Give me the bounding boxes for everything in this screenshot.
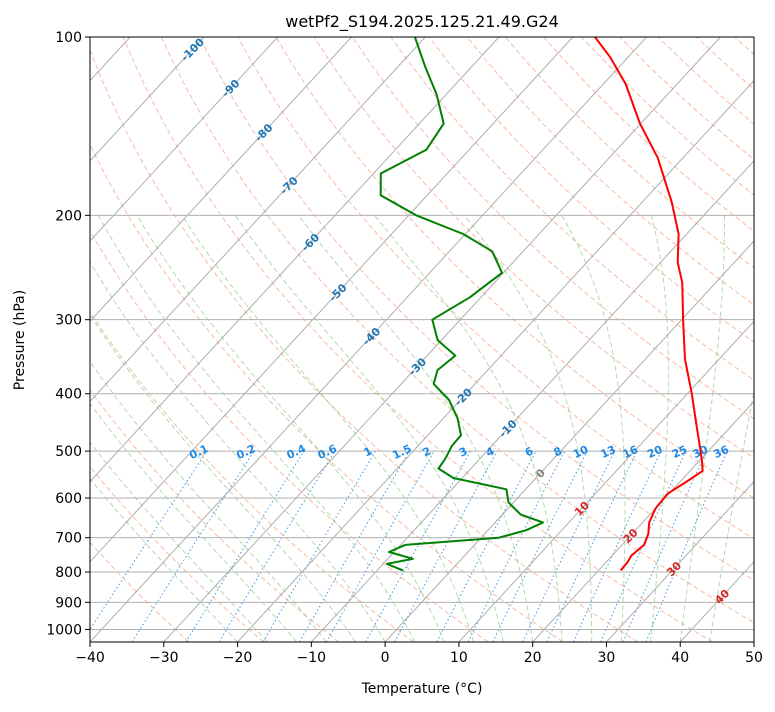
y-tick-label: 200 <box>55 208 82 224</box>
x-tick-label: 50 <box>745 650 763 666</box>
y-axis-label: Pressure (hPa) <box>12 290 28 390</box>
chart-title: wetPf2_S194.2025.125.21.49.G24 <box>285 12 559 32</box>
y-tick-label: 900 <box>55 595 82 611</box>
x-tick-label: −40 <box>75 650 105 666</box>
y-tick-label: 300 <box>55 313 82 329</box>
x-tick-label: 20 <box>524 650 542 666</box>
y-tick-label: 700 <box>55 531 82 547</box>
x-axis-label: Temperature (°C) <box>361 681 483 697</box>
y-tick-label: 600 <box>55 491 82 507</box>
y-tick-label: 100 <box>55 30 82 46</box>
y-tick-label: 800 <box>55 565 82 581</box>
x-tick-label: 10 <box>450 650 468 666</box>
y-tick-label: 1000 <box>46 622 82 638</box>
x-tick-label: −20 <box>223 650 253 666</box>
y-tick-label: 500 <box>55 444 82 460</box>
x-tick-label: 40 <box>671 650 689 666</box>
y-tick-label: 400 <box>55 387 82 403</box>
x-tick-label: 30 <box>598 650 616 666</box>
x-tick-label: −10 <box>297 650 327 666</box>
x-tick-label: −30 <box>149 650 179 666</box>
x-tick-label: 0 <box>381 650 390 666</box>
